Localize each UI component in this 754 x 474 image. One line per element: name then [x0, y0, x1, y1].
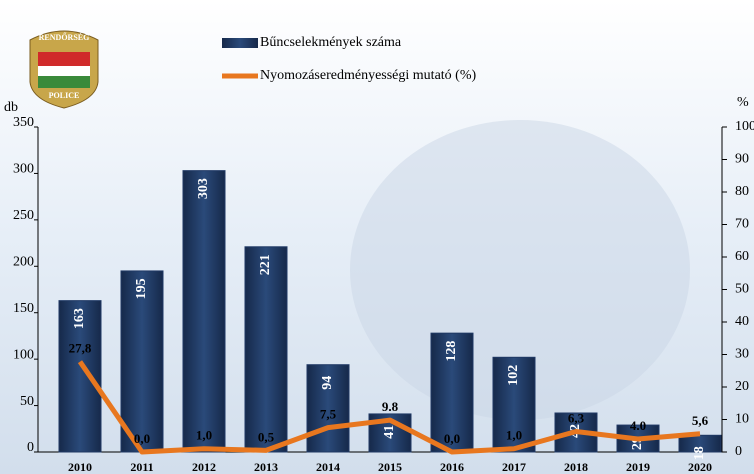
line-value-label: 27,8 [69, 341, 92, 356]
y-tick-label: 0 [27, 440, 34, 455]
bar [120, 270, 164, 453]
y2-tick-label: 10 [735, 412, 749, 427]
bar [58, 300, 102, 453]
y-tick-label: 50 [20, 394, 34, 409]
bar-value-label: 195 [134, 278, 149, 299]
bar [244, 246, 288, 453]
bar-value-label: 221 [258, 254, 273, 275]
bar-value-label: 18 [692, 446, 707, 460]
bar [182, 170, 226, 453]
y-axis-label: db [4, 100, 18, 115]
x-tick-label: 2016 [440, 460, 464, 474]
y-tick-label: 300 [13, 162, 34, 177]
x-tick-label: 2012 [192, 460, 216, 474]
x-tick-label: 2015 [378, 460, 402, 474]
bar [430, 332, 474, 453]
y2-tick-label: 50 [735, 282, 749, 297]
line [77, 360, 701, 455]
y-tick-label: 350 [13, 115, 34, 130]
x-tick-label: 2017 [502, 460, 526, 474]
logo-top: RENDŐRSÉG [39, 32, 90, 42]
y-tick-label: 200 [13, 255, 34, 270]
y2-tick-label: 100 [735, 119, 754, 134]
y2-tick-label: 0 [735, 444, 742, 459]
y2-tick-label: 20 [735, 379, 749, 394]
bar [492, 356, 536, 453]
y-tick-label: 100 [13, 347, 34, 362]
line-value-label: 4.0 [630, 418, 646, 433]
y2-tick-label: 30 [735, 347, 749, 362]
x-tick-label: 2020 [688, 460, 712, 474]
line-value-label: 1,0 [506, 428, 522, 443]
y2-tick-label: 40 [735, 314, 749, 329]
bar [306, 364, 350, 453]
bar-value-label: 41 [382, 425, 397, 439]
legend-label: Nyomozáseredményességi mutató (%) [260, 68, 476, 83]
line-value-label: 9.8 [382, 399, 399, 414]
line-value-label: 6,3 [568, 411, 585, 426]
y-tick-label: 150 [13, 301, 34, 316]
line-value-label: 5,6 [692, 413, 709, 428]
y2-tick-label: 80 [735, 184, 749, 199]
x-tick-label: 2019 [626, 460, 650, 474]
y2-tick-label: 60 [735, 249, 749, 264]
legend-label: Bűncselekmények száma [260, 35, 402, 50]
line-value-label: 0,0 [444, 431, 460, 446]
legend-swatch [222, 38, 258, 48]
logo: RENDŐRSÉG POLICE [29, 30, 99, 109]
line-value-label: 1,0 [196, 428, 212, 443]
x-tick-label: 2013 [254, 460, 278, 474]
bar-value-label: 128 [444, 341, 459, 362]
x-tick-label: 2010 [68, 460, 92, 474]
x-tick-label: 2011 [130, 460, 153, 474]
x-tick-label: 2014 [316, 460, 340, 474]
bar-value-label: 102 [506, 365, 521, 386]
line-value-label: 0,0 [134, 431, 150, 446]
y2-tick-label: 70 [735, 217, 749, 232]
bar-value-label: 303 [196, 178, 211, 199]
y2-axis-label: % [737, 95, 749, 110]
bar-value-label: 94 [320, 376, 335, 390]
bar-value-label: 163 [72, 308, 87, 329]
line-value-label: 0,5 [258, 429, 275, 444]
x-tick-label: 2018 [564, 460, 588, 474]
y-tick-label: 250 [13, 208, 34, 223]
logo-bottom: POLICE [49, 91, 80, 100]
line-value-label: 7,5 [320, 407, 337, 422]
y2-tick-label: 90 [735, 152, 749, 167]
